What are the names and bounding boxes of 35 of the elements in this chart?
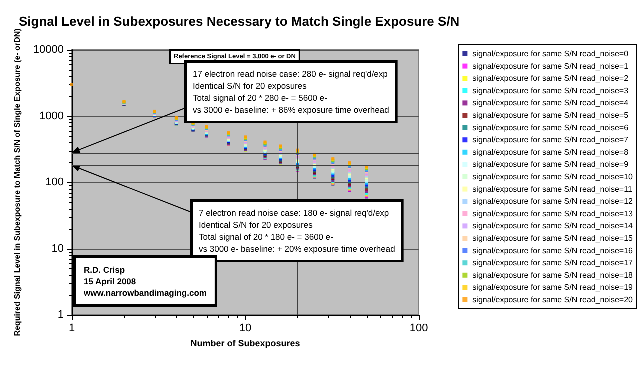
x-tick-label: 10 [239,322,252,334]
y-tick-label: 10000 [33,44,64,56]
legend-label: signal/exposure for same S/N read_noise=10 [472,172,634,182]
legend-label: signal/exposure for same S/N read_noise=15 [472,234,634,243]
legend-label: signal/exposure for same S/N read_noise=20 [472,296,634,304]
legend-label: signal/exposure for same S/N read_noise=12 [472,197,634,206]
x-tick-label: 1 [68,322,76,334]
y-tick-label: 100 [46,176,64,188]
legend-label: signal/exposure for same S/N read_noise=4 [472,98,630,108]
legend-label: signal/exposure for same S/N read_noise=8 [472,148,630,157]
y-tick-label: 1000 [40,110,64,122]
x-axis-title: Number of Subexposures [190,338,300,348]
legend-label: signal/exposure for same S/N read_noise=14 [472,222,634,231]
legend-label: signal/exposure for same S/N read_noise=16 [472,246,634,256]
y-axis-title: Required Signal Level in Subexposure to Match S/N of Single Exposure (e- orDN) [13,28,22,336]
annotation: R.D. Crisp 15 April 2008 www.narrowbandimaging.com [83,264,208,298]
annotation: 7 electron read noise case: 180 e- signal req'd/exp Identical S/N for 20 exposures Total signal of 20 * 180 e- = 3600 e- vs 3000 e- baseline: + 20% exposure time overhead [199,208,396,254]
x-tick-label: 100 [410,322,428,334]
legend-label: signal/exposure for same S/N read_noise=18 [472,270,634,280]
legend-label: signal/exposure for same S/N read_noise=9 [472,160,630,170]
legend-label: signal/exposure for same S/N read_noise=0 [472,50,630,58]
legend-label: signal/exposure for same S/N read_noise=13 [472,209,634,218]
y-tick-label: 1 [58,309,64,321]
legend-label: signal/exposure for same S/N read_noise=5 [472,111,630,120]
annotation: 17 electron read noise case: 280 e- signal req'd/exp Identical S/N for 20 exposures Total signal of 20 * 280 e- = 5600 e- vs 3000 e- baseline: + 86% exposure time overhead [193,69,390,115]
y-tick-label: 10 [52,242,64,255]
legend-label: signal/exposure for same S/N read_noise=19 [472,283,634,292]
legend-label: signal/exposure for same S/N read_noise=3 [472,86,630,96]
legend-label: signal/exposure for same S/N read_noise=7 [472,136,630,145]
legend-label: signal/exposure for same S/N read_noise=2 [472,74,630,84]
legend-label: signal/exposure for same S/N read_noise=17 [472,258,634,268]
legend-label: signal/exposure for same S/N read_noise=6 [472,123,630,132]
legend-label: signal/exposure for same S/N read_noise=1 [472,62,630,71]
legend-label: signal/exposure for same S/N read_noise=11 [472,184,633,194]
chart-title: Signal Level in Subexposures Necessary to Match Single Exposure S/N [19,14,460,29]
